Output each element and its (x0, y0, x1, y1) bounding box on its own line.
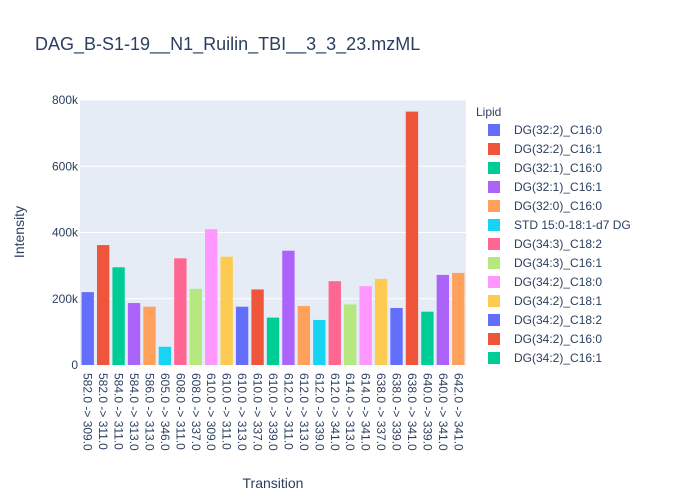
x-tick-label: 586.0 -> 313.0 (142, 373, 156, 451)
x-tick-label: 638.0 -> 339.0 (390, 373, 404, 451)
y-axis-ticks: 0 200k 400k 600k 800k (52, 93, 79, 372)
bar (344, 304, 357, 365)
legend-label: DG(34:2)_C18:1 (514, 294, 602, 308)
y-tick-label: 400k (52, 226, 79, 240)
legend-swatch (488, 124, 500, 136)
x-tick-label: 642.0 -> 341.0 (451, 373, 465, 451)
legend-swatch (488, 276, 500, 288)
bar (405, 111, 419, 365)
bar (251, 289, 264, 365)
x-tick-label: 610.0 -> 339.0 (266, 373, 280, 451)
legend-label: DG(32:1)_C16:0 (514, 161, 602, 175)
bar (112, 267, 125, 365)
gridlines (80, 99, 466, 300)
legend-label: STD 15:0-18:1-d7 DG (514, 218, 631, 232)
x-tick-label: 612.0 -> 339.0 (312, 373, 326, 451)
bar (127, 303, 141, 365)
legend-label: DG(34:2)_C16:0 (514, 332, 602, 346)
legend-swatch (488, 181, 500, 193)
legend-swatch (488, 143, 500, 155)
y-tick-label: 600k (52, 159, 79, 173)
x-axis-ticks: 582.0 -> 309.0 582.0 -> 311.0 584.0 -> 311… (81, 373, 466, 451)
x-tick-label: 612.0 -> 313.0 (297, 373, 311, 451)
x-tick-label: 612.0 -> 311.0 (281, 373, 295, 450)
bar (189, 288, 202, 365)
bar (205, 229, 218, 365)
bar (313, 319, 326, 365)
legend-title: Lipid (476, 105, 501, 119)
x-tick-label: 610.0 -> 337.0 (251, 373, 265, 451)
x-tick-label: 610.0 -> 309.0 (204, 373, 218, 451)
bar (96, 245, 110, 365)
x-tick-label: 610.0 -> 311.0 (220, 373, 234, 450)
bar (143, 306, 156, 365)
bar (421, 311, 434, 365)
legend-label: DG(32:1)_C16:1 (514, 180, 602, 194)
bar (452, 272, 465, 365)
x-tick-label: 640.0 -> 341.0 (436, 373, 450, 451)
y-axis-title: Intensity (11, 206, 27, 258)
bar (81, 292, 94, 365)
bar (390, 308, 403, 365)
bar (158, 346, 172, 365)
legend-swatch (488, 200, 500, 212)
bar (174, 258, 187, 365)
x-tick-label: 638.0 -> 337.0 (374, 373, 388, 451)
bar (235, 306, 249, 365)
x-tick-label: 614.0 -> 341.0 (359, 373, 373, 451)
legend-label: DG(34:3)_C18:2 (514, 237, 602, 251)
legend: Lipid DG(32:2)_C16:0 DG(32:2)_C16:1 DG(32:… (476, 105, 631, 365)
bar (436, 274, 450, 365)
bar (297, 306, 311, 365)
legend-swatch (488, 352, 500, 364)
legend-swatch (488, 314, 500, 326)
bar (328, 281, 341, 365)
bar (282, 250, 295, 365)
legend-label: DG(32:2)_C16:0 (514, 123, 602, 137)
legend-swatch (488, 238, 500, 250)
legend-label: DG(34:2)_C18:2 (514, 313, 602, 327)
legend-swatch (488, 162, 500, 174)
chart-title: DAG_B-S1-19__N1_Ruilin_TBI__3_3_23.mzML (35, 34, 420, 55)
bar (266, 317, 280, 365)
y-tick-label: 0 (71, 358, 78, 372)
x-tick-label: 610.0 -> 313.0 (235, 373, 249, 451)
x-tick-label: 640.0 -> 339.0 (420, 373, 434, 451)
legend-label: DG(32:0)_C16:0 (514, 199, 602, 213)
x-tick-label: 612.0 -> 341.0 (328, 373, 342, 451)
x-tick-label: 582.0 -> 311.0 (96, 373, 110, 450)
y-tick-label: 800k (52, 93, 79, 107)
legend-label: DG(32:2)_C16:1 (514, 142, 602, 156)
legend-label: DG(34:2)_C18:0 (514, 275, 602, 289)
x-axis-title: Transition (243, 475, 304, 491)
bar (374, 278, 388, 365)
y-tick-label: 200k (52, 292, 79, 306)
x-tick-label: 614.0 -> 313.0 (343, 373, 357, 451)
x-tick-label: 605.0 -> 346.0 (158, 373, 172, 451)
bars (81, 111, 465, 365)
x-tick-label: 638.0 -> 341.0 (405, 373, 419, 451)
bar (220, 256, 233, 365)
x-tick-label: 584.0 -> 313.0 (127, 373, 141, 451)
bar (359, 286, 372, 365)
x-tick-label: 608.0 -> 337.0 (189, 373, 203, 451)
legend-label: DG(34:2)_C16:1 (514, 351, 602, 365)
legend-swatch (488, 257, 500, 269)
x-tick-label: 608.0 -> 311.0 (173, 373, 187, 450)
x-tick-label: 582.0 -> 309.0 (81, 373, 95, 451)
legend-swatch (488, 219, 500, 231)
x-tick-label: 584.0 -> 311.0 (112, 373, 126, 450)
legend-label: DG(34:3)_C16:1 (514, 256, 602, 270)
legend-swatch (488, 295, 500, 307)
legend-swatch (488, 333, 500, 345)
